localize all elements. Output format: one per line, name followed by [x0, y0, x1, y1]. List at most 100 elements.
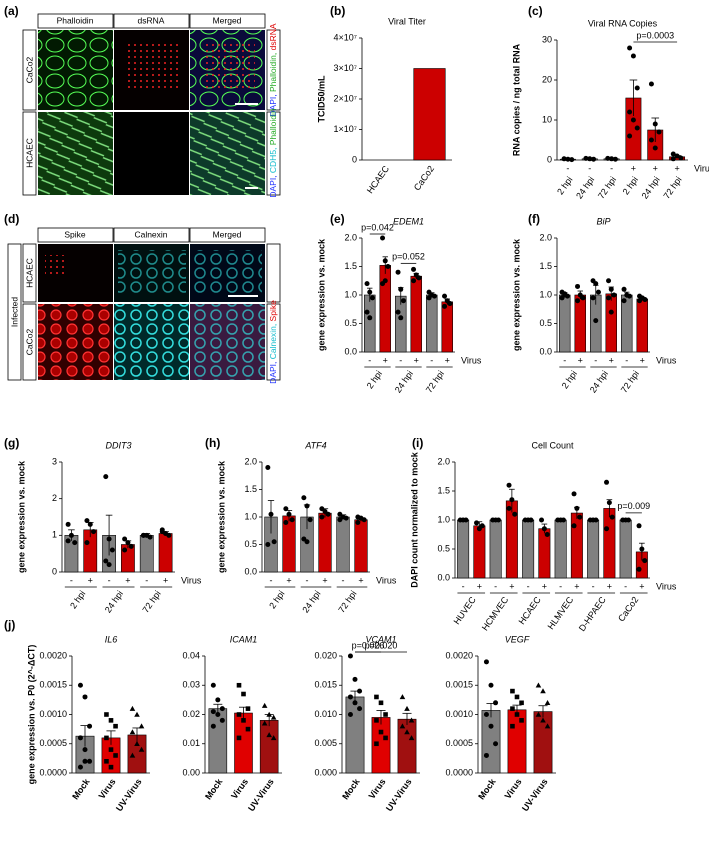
y-tick-label: 0.015: [314, 680, 337, 690]
data-point: [265, 542, 271, 547]
data-point: [544, 723, 551, 729]
legend-box: [266, 29, 281, 111]
data-point: [593, 318, 599, 324]
row-label: CaCo2: [24, 329, 34, 356]
row-label: HCAEC: [24, 138, 34, 168]
stain-legend: DAPI, CDH5, Phalloidin: [268, 108, 278, 198]
x-tick-label: Mock: [476, 776, 498, 801]
y-tick-label: 0.0005: [445, 738, 473, 748]
data-point: [215, 697, 221, 703]
data-point: [606, 278, 612, 284]
legend-box: [266, 303, 281, 381]
data-point: [593, 517, 599, 523]
micrograph: [38, 30, 113, 110]
column-label: Spike: [64, 229, 86, 239]
x-tick-label: UV-Virus: [384, 777, 414, 813]
data-point: [611, 292, 617, 298]
y-axis-label: gene expression vs. mock: [216, 460, 226, 573]
bar: [410, 275, 422, 353]
data-point: [210, 682, 216, 688]
data-point: [364, 281, 370, 287]
data-point: [72, 540, 78, 546]
column-label: Merged: [213, 229, 242, 239]
x-tick-label: Virus: [367, 777, 388, 801]
data-point: [528, 517, 534, 523]
y-tick-label: 0: [547, 154, 552, 164]
group-label: Infected: [9, 297, 19, 328]
data-point: [493, 741, 499, 747]
micrograph: [190, 304, 265, 380]
data-point: [630, 53, 636, 59]
y-tick-label: 1.5: [539, 261, 552, 271]
stain: CDH5,: [268, 145, 278, 173]
data-point: [642, 558, 648, 564]
data-point: [236, 712, 242, 717]
data-point: [286, 511, 292, 517]
bar: [318, 512, 332, 573]
data-point: [519, 700, 524, 706]
data-point: [385, 264, 391, 269]
data-point: [395, 269, 401, 275]
column-label: dsRNA: [138, 15, 165, 25]
group-label: 24 hpi: [393, 369, 415, 395]
data-point: [65, 521, 71, 527]
chart-title: VEGF: [505, 634, 530, 644]
data-point: [245, 706, 251, 711]
data-point: [374, 694, 379, 700]
data-point: [367, 289, 373, 295]
y-tick-label: 0.0: [539, 346, 552, 356]
data-point: [378, 700, 384, 706]
group-label: 24 hpi: [103, 589, 125, 615]
chart-title: IL6: [105, 634, 118, 644]
data-point: [652, 121, 658, 127]
row-box: [22, 303, 37, 381]
data-point: [347, 712, 353, 717]
y-axis-label: gene expression vs. mock: [511, 238, 521, 351]
group-label: 72 hpi: [619, 369, 641, 395]
data-point: [571, 491, 577, 497]
data-point: [442, 293, 448, 299]
header-box: [113, 13, 190, 29]
data-point: [129, 729, 136, 735]
data-point: [87, 521, 93, 527]
data-point: [571, 523, 577, 529]
data-point: [374, 718, 379, 723]
data-point: [210, 709, 216, 715]
data-point: [648, 81, 654, 87]
y-tick-label: 0.005: [314, 738, 337, 748]
data-point: [605, 155, 611, 161]
data-point: [442, 303, 448, 309]
group-label: 24 hpi: [300, 589, 322, 615]
data-point: [670, 156, 676, 162]
data-point: [236, 682, 242, 688]
header-box: [37, 227, 114, 243]
micrograph: [114, 304, 189, 380]
y-tick-label: 0.04: [182, 650, 200, 660]
data-point: [103, 558, 109, 564]
data-point: [91, 529, 97, 535]
data-point: [637, 298, 643, 304]
x-tick-label: Virus: [229, 777, 250, 801]
data-point: [560, 517, 566, 523]
virus-sign: +: [574, 581, 579, 591]
y-tick-label: 0.0015: [39, 680, 67, 690]
virus-sign: +: [477, 581, 482, 591]
virus-sign: -: [342, 575, 345, 585]
data-point: [129, 752, 136, 758]
data-point: [416, 275, 422, 281]
data-point: [129, 705, 136, 711]
data-point: [411, 266, 417, 272]
y-tick-label: 3×10⁷: [333, 63, 357, 73]
group-box: [7, 243, 22, 381]
y-tick-label: 2.0: [344, 232, 357, 242]
y-tick-label: 2×10⁷: [333, 93, 357, 103]
bar: [158, 533, 173, 573]
bar: [481, 710, 501, 774]
data-point: [87, 723, 93, 729]
bar: [336, 516, 350, 573]
stain: Phalloidin: [268, 108, 278, 145]
virus-sign: +: [609, 355, 614, 365]
virus-label: Virus: [656, 581, 677, 591]
data-point: [357, 706, 363, 712]
data-point: [283, 506, 289, 512]
